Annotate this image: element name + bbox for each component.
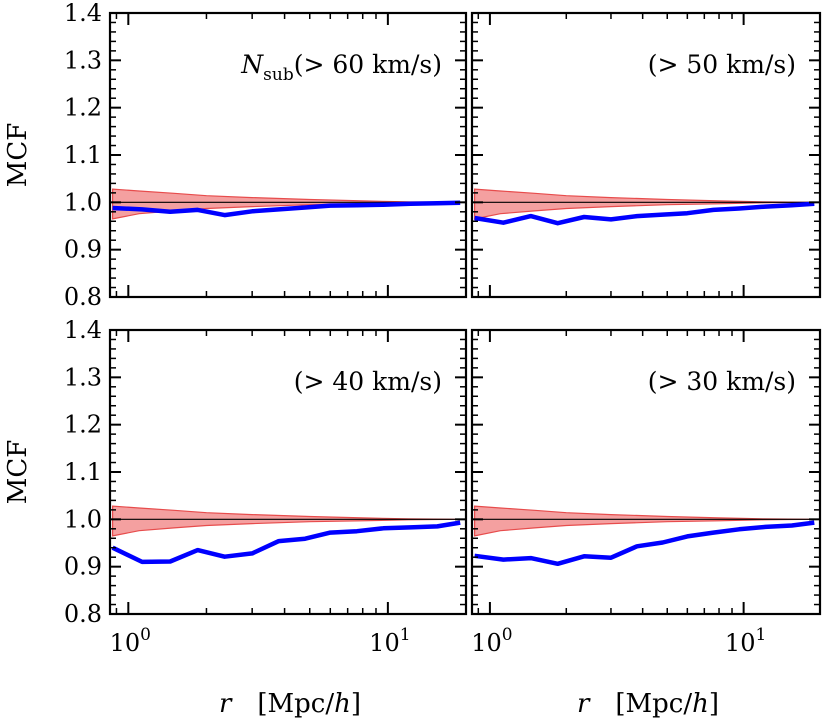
y-tick-label: 1.3 [64, 46, 102, 74]
panel-label: (> 30 km/s) [648, 367, 796, 396]
y-tick-label: 1.4 [64, 0, 102, 27]
y-tick-label: 1.3 [64, 363, 102, 391]
x-tick-label: 101 [725, 625, 766, 657]
x-axis-label: r [Mpc/h] [219, 689, 361, 719]
panel-top-left: 0.8 0.9 1.0 1.1 1.2 1.3 1.4 MCF Nsub(> 60 km/s) [3, 0, 468, 311]
mcf-series-line [112, 200, 461, 218]
y-tick-label: 0.9 [64, 553, 102, 581]
y-axis-label: MCF [3, 440, 33, 505]
y-tick-label: 1.4 [64, 316, 102, 344]
y-tick-label: 0.8 [64, 600, 102, 628]
x-tick-label: 101 [369, 625, 410, 657]
y-tick-label: 0.8 [64, 283, 102, 311]
y-tick-label: 1.1 [64, 458, 102, 486]
panel-label: Nsub(> 60 km/s) [240, 50, 442, 85]
panel-label: (> 50 km/s) [648, 50, 796, 79]
panel-bottom-left: 0.8 0.9 1.0 1.1 1.2 1.3 1.4 100 101 MCF r [Mpc/h] (… [3, 316, 468, 719]
mcf-series-line [474, 201, 815, 226]
panel-label: (> 40 km/s) [294, 367, 442, 396]
y-tick-label: 1.2 [64, 411, 102, 439]
confidence-band [112, 505, 461, 537]
mcf-series-line [474, 520, 815, 567]
y-axis-label: MCF [3, 123, 33, 188]
x-tick-label: 100 [110, 625, 151, 657]
y-tick-label: 1.1 [64, 141, 102, 169]
panel-bottom-right: 100 101 r [Mpc/h] (> 30 km/s) [470, 328, 822, 719]
x-axis-label: r [Mpc/h] [577, 689, 719, 719]
x-tick-label: 100 [471, 625, 512, 657]
y-tick-label: 1.2 [64, 94, 102, 122]
panel-top-right: (> 50 km/s) [470, 11, 822, 299]
y-tick-label: 1.0 [64, 188, 102, 216]
mcf-series-line [111, 520, 461, 565]
confidence-band [474, 505, 815, 537]
y-tick-label: 0.9 [64, 236, 102, 264]
y-tick-label: 1.0 [64, 505, 102, 533]
